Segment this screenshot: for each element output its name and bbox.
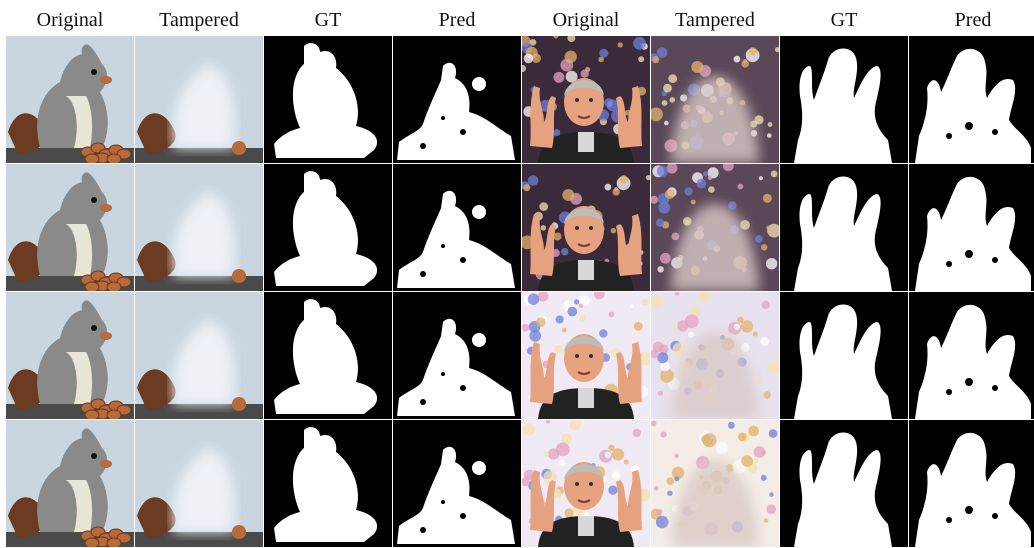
image-squirrel-gt-row3 — [264, 292, 392, 419]
column-label-original-right: Original — [552, 9, 620, 31]
image-squirrel-tampered-row1 — [135, 36, 263, 163]
image-man-gt-row4 — [780, 420, 908, 547]
image-squirrel-tampered-row4 — [135, 420, 263, 547]
image-man-gt-row3 — [780, 292, 908, 419]
image-squirrel-gt-row2 — [264, 164, 392, 291]
image-man-tampered-row4 — [651, 420, 779, 547]
column-label-pred-right: Pred — [954, 9, 992, 31]
image-man-pred-row1 — [909, 36, 1034, 163]
image-squirrel-gt-row4 — [264, 420, 392, 547]
image-man-tampered-row1 — [651, 36, 779, 163]
column-label-gt-right: GT — [830, 9, 858, 31]
image-squirrel-tampered-row2 — [135, 164, 263, 291]
image-man-original-row3 — [522, 292, 650, 419]
image-man-tampered-row2 — [651, 164, 779, 291]
image-squirrel-pred-row4 — [393, 420, 521, 547]
column-label-original-left: Original — [36, 9, 104, 31]
image-man-original-row4 — [522, 420, 650, 547]
image-man-original-row2 — [522, 164, 650, 291]
image-man-tampered-row3 — [651, 292, 779, 419]
column-label-tampered-right: Tampered — [675, 9, 755, 31]
image-man-original-row1 — [522, 36, 650, 163]
column-header-row: Original Tampered GT Pred Original Tampe… — [6, 0, 1032, 36]
comparison-image-grid — [6, 36, 1034, 548]
image-squirrel-gt-row1 — [264, 36, 392, 163]
image-squirrel-original-row4 — [6, 420, 134, 547]
image-squirrel-pred-row3 — [393, 292, 521, 419]
image-man-gt-row1 — [780, 36, 908, 163]
image-squirrel-original-row1 — [6, 36, 134, 163]
column-label-pred-left: Pred — [438, 9, 476, 31]
column-label-gt-left: GT — [314, 9, 342, 31]
image-squirrel-original-row2 — [6, 164, 134, 291]
column-label-tampered-left: Tampered — [159, 9, 239, 31]
image-man-pred-row2 — [909, 164, 1034, 291]
image-squirrel-original-row3 — [6, 292, 134, 419]
image-squirrel-pred-row1 — [393, 36, 521, 163]
image-squirrel-pred-row2 — [393, 164, 521, 291]
image-man-gt-row2 — [780, 164, 908, 291]
image-man-pred-row4 — [909, 420, 1034, 547]
image-man-pred-row3 — [909, 292, 1034, 419]
image-squirrel-tampered-row3 — [135, 292, 263, 419]
